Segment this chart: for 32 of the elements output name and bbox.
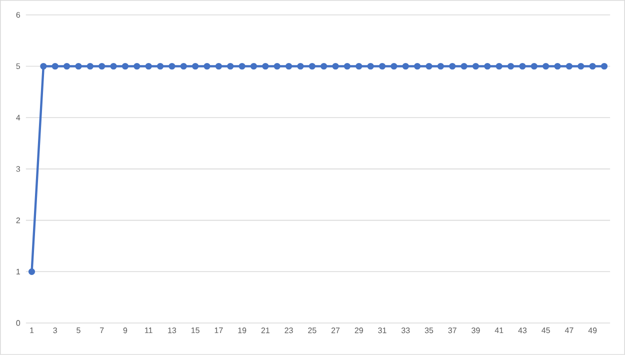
x-tick-label: 29 [354, 328, 363, 334]
x-tick-label: 45 [542, 328, 550, 334]
x-tick-label: 23 [284, 328, 293, 334]
x-tick-label: 47 [564, 328, 574, 334]
x-tick-label: 39 [472, 328, 480, 334]
x-tick-label: 27 [331, 328, 340, 334]
x-tick-label: 11 [145, 328, 152, 334]
x-tick-label: 35 [424, 328, 434, 334]
y-tick-label: 0 [16, 320, 20, 326]
x-tick-label: 7 [100, 328, 104, 334]
x-tick-label: 15 [191, 328, 200, 334]
x-tick-label: 17 [214, 328, 223, 334]
x-tick-label: 41 [494, 328, 504, 334]
y-tick-label: 6 [16, 12, 20, 18]
y-tick-label: 1 [16, 268, 20, 274]
x-tick-label: 37 [448, 328, 456, 334]
y-tick-label: 4 [16, 114, 20, 120]
x-tick-label: 9 [123, 328, 128, 334]
x-tick-label: 5 [76, 328, 80, 334]
x-tick-label: 33 [401, 328, 410, 334]
y-tick-label: 3 [16, 166, 20, 172]
x-tick-label: 1 [30, 328, 34, 334]
x-tick-label: 31 [378, 328, 386, 334]
x-tick-label: 13 [168, 328, 176, 334]
y-tick-label: 5 [16, 64, 20, 70]
y-tick-label: 2 [16, 218, 20, 224]
x-tick-label: 3 [53, 328, 57, 334]
x-tick-label: 25 [308, 328, 316, 334]
x-tick-label: 49 [588, 328, 597, 334]
x-tick-label: 21 [261, 328, 270, 334]
x-tick-label: 19 [238, 328, 246, 334]
x-tick-label: 43 [518, 328, 527, 334]
